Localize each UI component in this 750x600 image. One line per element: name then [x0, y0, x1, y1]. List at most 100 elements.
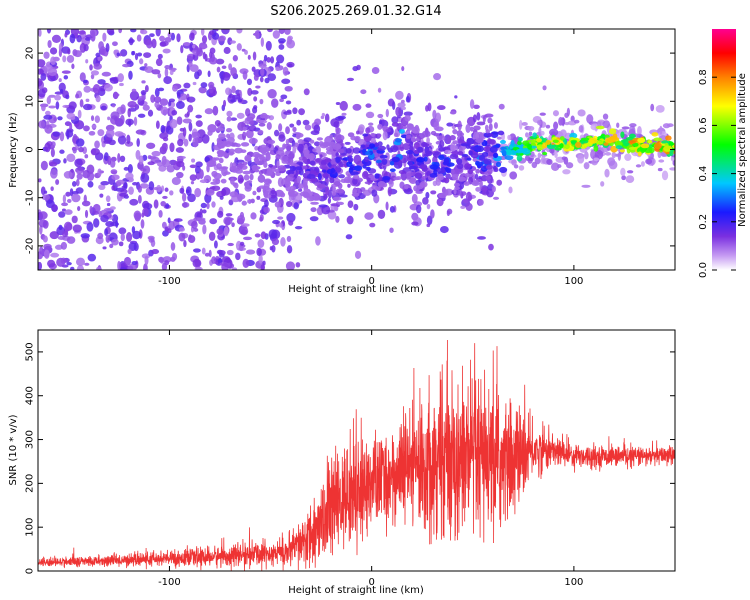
spectrogram-cell: [98, 41, 105, 51]
spectrogram-cell: [90, 30, 96, 38]
spectrogram-ridge-cell: [404, 114, 411, 122]
spectrogram-cell: [476, 121, 486, 126]
spectrogram-ridge-cell: [485, 129, 491, 134]
spectrogram-cell: [73, 50, 82, 58]
spectrogram-y-axis-title: Frequency (Hz): [8, 112, 19, 188]
spectrogram-cell: [672, 160, 675, 166]
spectrogram-cell: [125, 118, 134, 126]
spectrogram-cell: [151, 38, 157, 49]
spectrogram-cell: [208, 56, 218, 65]
spectrogram-cell: [399, 146, 405, 152]
spectrogram-cell: [128, 263, 137, 270]
spectrogram-cell: [150, 94, 156, 103]
spectrogram-cell: [583, 162, 590, 170]
spectrogram-cell: [91, 124, 97, 129]
spectrogram-cell: [314, 118, 322, 126]
spectrogram-cell: [49, 231, 59, 240]
spectrogram-cell: [144, 84, 149, 93]
spectrogram-ridge-cell: [475, 138, 484, 144]
spectrogram-cell: [209, 218, 218, 225]
spectrogram-cell: [658, 159, 665, 163]
spectrogram-cell: [149, 33, 155, 38]
spectrogram-cell: [170, 242, 176, 251]
spectrogram-ridge-cell: [609, 128, 617, 135]
spectrogram-cell: [83, 79, 88, 84]
spectrogram-cell: [395, 106, 402, 117]
spectrogram-cell: [292, 126, 297, 133]
spectrogram-cell: [163, 76, 173, 85]
spectrogram-cell: [192, 81, 197, 86]
spectrogram-cell: [47, 39, 52, 49]
spectrogram-cell: [129, 198, 139, 206]
spectrogram-cell: [236, 29, 243, 34]
spectrogram-cell: [416, 135, 422, 143]
spectrogram-cell: [190, 180, 195, 185]
spectrogram-cell: [247, 87, 253, 96]
spectrogram-ridge-cell: [458, 176, 467, 182]
spectrogram-cell: [509, 171, 518, 180]
spectrogram-cell: [231, 267, 238, 270]
spectrogram-cell: [144, 255, 149, 266]
spectrogram-ridge-cell: [438, 154, 445, 161]
spectrogram-cell: [400, 125, 407, 130]
spectrogram-cell: [189, 64, 199, 73]
y-tick-label: 10: [25, 95, 36, 108]
spectrogram-cell: [151, 248, 160, 255]
spectrogram-cell: [155, 120, 160, 130]
spectrogram-cell: [236, 112, 245, 119]
spectrogram-cell: [280, 94, 288, 100]
spectrogram-cell: [164, 67, 169, 78]
spectrogram-cell: [180, 45, 184, 54]
spectrogram-cell: [540, 130, 545, 136]
y-tick-label: 500: [25, 342, 36, 361]
spectrogram-cell: [216, 228, 224, 235]
spectrogram-ridge-cell: [570, 140, 577, 145]
spectrogram-cell: [69, 33, 76, 44]
spectrogram-cell: [78, 146, 84, 153]
spectrogram-ridge-cell: [456, 158, 463, 165]
spectrogram-cell: [161, 185, 165, 192]
spectrogram-cell: [201, 134, 210, 144]
spectrogram-cell: [211, 201, 216, 208]
spectrogram-cell: [123, 256, 132, 266]
spectrogram-cell: [86, 164, 95, 175]
spectrogram-ridge-cell: [248, 137, 258, 145]
spectrogram-cell: [209, 30, 215, 36]
spectrogram-cell: [48, 105, 57, 109]
spectrogram-cell: [657, 167, 663, 172]
spectrogram-ridge-cell: [305, 155, 313, 159]
spectrogram-cell: [334, 116, 345, 121]
spectrogram-cell: [600, 181, 605, 187]
spectrogram-cell: [240, 229, 248, 236]
spectrogram-cell: [168, 100, 172, 107]
spectrogram-ridge-cell: [226, 116, 232, 122]
spectrogram-ridge-cell: [215, 127, 225, 132]
spectrogram-cell: [200, 29, 205, 36]
spectrogram-cell: [245, 249, 256, 255]
spectrogram-ridge-cell: [287, 189, 295, 197]
spectrogram-ridge-cell: [622, 140, 630, 147]
spectrogram-cell: [546, 158, 553, 166]
spectrogram-ridge-cell: [425, 150, 433, 157]
spectrogram-cell: [38, 29, 42, 37]
spectrogram-ridge-cell: [243, 132, 248, 136]
spectrogram-ridge-cell: [417, 146, 424, 153]
spectrogram-cell: [242, 258, 250, 269]
spectrogram-cell: [566, 107, 571, 117]
spectrogram-cell: [617, 128, 627, 134]
spectrogram-ridge-cell: [487, 138, 496, 145]
spectrogram-cell: [123, 181, 128, 190]
y-tick-label: -10: [25, 190, 36, 206]
spectrogram-cell: [256, 195, 261, 200]
spectrogram-cell: [626, 170, 634, 174]
spectrogram-ridge-cell: [236, 163, 243, 170]
spectrogram-cell: [252, 51, 257, 61]
spectrogram-cell: [94, 140, 100, 149]
spectrogram-cell: [50, 168, 58, 179]
spectrogram-cell: [223, 216, 233, 226]
spectrogram-cell: [78, 30, 86, 35]
spectrogram-ridge-cell: [421, 130, 431, 138]
spectrogram-cell: [581, 184, 591, 188]
spectrogram-cell: [195, 114, 202, 119]
spectrogram-cell: [496, 136, 502, 140]
